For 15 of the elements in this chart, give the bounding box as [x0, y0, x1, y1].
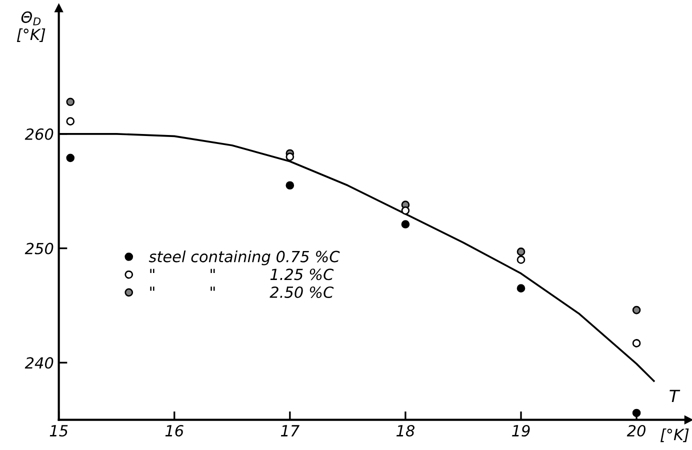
y-axis-title: Θ$_{D}$ [°K] [16, 11, 46, 42]
x-tick-label: 17 [280, 425, 300, 436]
legend-label: " " 2.50 %C [150, 286, 334, 298]
x-tick-label: 20 [626, 424, 646, 437]
x-tick-label: 16 [165, 424, 184, 437]
x-tick-label: 15 [50, 425, 68, 437]
y-tick-label: 260 [24, 128, 54, 140]
y-tick-label: 240 [24, 357, 54, 369]
x-tick-label: 19 [512, 424, 530, 437]
text: [°K] [660, 428, 689, 442]
x-tick-label: 18 [396, 424, 415, 437]
x-axis-title: T [670, 390, 680, 402]
legend-label: " " 1.25 %C [150, 268, 334, 280]
y-tick-label: 250 [24, 242, 54, 254]
legend-label: steel containing 0.75 %C [148, 250, 340, 266]
